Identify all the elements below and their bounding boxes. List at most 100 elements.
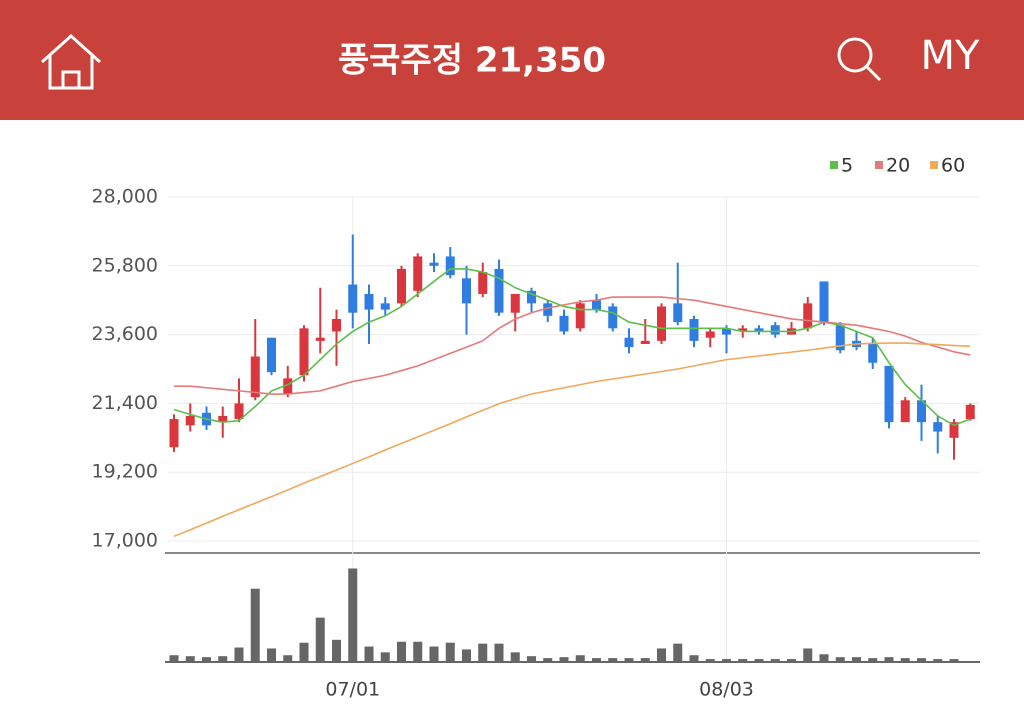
- candle-body: [315, 337, 325, 341]
- candle-body: [884, 365, 894, 423]
- volume-bar: [527, 656, 536, 661]
- volume-bar: [819, 654, 829, 661]
- x-tick-label: 07/01: [325, 679, 380, 701]
- candle-body: [868, 343, 878, 363]
- candle-body: [364, 293, 374, 310]
- candle-body: [397, 268, 406, 304]
- candle-body: [689, 318, 699, 341]
- search-handle: [865, 65, 882, 82]
- volume-bar: [852, 657, 861, 661]
- volume-bar: [510, 652, 520, 661]
- search-glyph: [837, 37, 873, 73]
- volume-bar: [380, 652, 390, 661]
- home-icon[interactable]: [40, 33, 102, 90]
- candle-body: [299, 328, 309, 376]
- volume-bar: [348, 568, 358, 661]
- y-tick-label: 21,400: [92, 392, 158, 414]
- my-button[interactable]: MY: [921, 33, 981, 79]
- candle-body: [754, 328, 764, 332]
- volume-bar: [283, 655, 293, 661]
- legend-swatch: [930, 161, 938, 169]
- volume-bar: [299, 642, 309, 661]
- x-tick-label: 08/03: [699, 679, 754, 701]
- candle-body: [527, 290, 536, 304]
- candle-body: [445, 256, 455, 276]
- candle-body: [819, 281, 829, 323]
- volume-bar: [722, 659, 731, 661]
- volume-bar: [803, 648, 813, 661]
- candle-body: [348, 284, 358, 313]
- volume-bar: [900, 658, 910, 661]
- candle-body: [592, 300, 601, 310]
- volume-bar: [917, 658, 926, 661]
- volume-bar: [218, 656, 228, 661]
- legend-label: 20: [886, 155, 910, 177]
- volume-bar: [445, 642, 455, 661]
- legend-label: 60: [941, 155, 965, 177]
- volume-bar: [185, 656, 195, 661]
- volume-bar: [575, 655, 585, 661]
- legend-swatch: [830, 161, 838, 169]
- moving-average-line: [173, 342, 971, 538]
- volume-bar: [624, 658, 634, 661]
- candle-body: [462, 278, 471, 304]
- volume-bar: [657, 648, 666, 661]
- search-icon[interactable]: [837, 37, 882, 82]
- volume-bar: [770, 659, 780, 661]
- candle-body: [575, 303, 585, 329]
- candle-body: [705, 331, 715, 338]
- volume-bar: [884, 657, 894, 661]
- candle-body: [673, 303, 683, 323]
- candle-body: [267, 337, 276, 373]
- volume-bar: [332, 639, 341, 661]
- y-tick-label: 17,000: [92, 530, 158, 552]
- candle-body: [494, 268, 504, 313]
- volume-bar: [250, 588, 260, 661]
- candle-body: [413, 256, 423, 291]
- volume-bar: [169, 655, 179, 661]
- candle-body: [429, 262, 439, 266]
- volume-bar: [673, 643, 683, 661]
- home-glyph: [40, 33, 102, 90]
- volume-bar: [202, 657, 211, 661]
- candle-body: [543, 303, 553, 316]
- candle-body: [478, 272, 488, 294]
- candle-body: [965, 404, 975, 420]
- volume-bar: [949, 659, 959, 661]
- header-bar: [0, 0, 1024, 120]
- legend-swatch: [875, 161, 883, 169]
- volume-bar: [267, 648, 276, 661]
- y-tick-label: 28,000: [92, 186, 158, 208]
- candle-body: [722, 328, 731, 335]
- volume-bar: [478, 643, 488, 661]
- volume-bar: [787, 659, 796, 661]
- volume-bar: [608, 658, 618, 661]
- header-title: 풍국주정 21,350: [338, 41, 606, 81]
- volume-bar: [592, 658, 601, 661]
- candle-body: [640, 340, 650, 344]
- candle-body: [933, 422, 943, 432]
- volume-bar: [559, 657, 569, 661]
- candle-body: [738, 328, 748, 332]
- candle-body: [900, 400, 910, 423]
- candle-body: [283, 378, 293, 395]
- candle-body: [510, 293, 520, 313]
- candle-body: [949, 422, 959, 438]
- volume-bar: [705, 659, 715, 661]
- volume-bar: [429, 646, 439, 661]
- volume-bar: [868, 658, 878, 661]
- volume-bar: [933, 659, 943, 661]
- candle-body: [332, 318, 341, 332]
- volume-bar: [754, 659, 764, 661]
- candle-body: [185, 415, 195, 426]
- candle-body: [770, 325, 780, 335]
- candle-body: [835, 325, 845, 351]
- candle-body: [624, 337, 634, 348]
- candle-body: [250, 356, 260, 398]
- volume-bar: [640, 658, 650, 661]
- volume-bar: [738, 659, 748, 661]
- candle-body: [608, 306, 618, 329]
- candle-body: [657, 306, 666, 341]
- candle-body: [380, 303, 390, 310]
